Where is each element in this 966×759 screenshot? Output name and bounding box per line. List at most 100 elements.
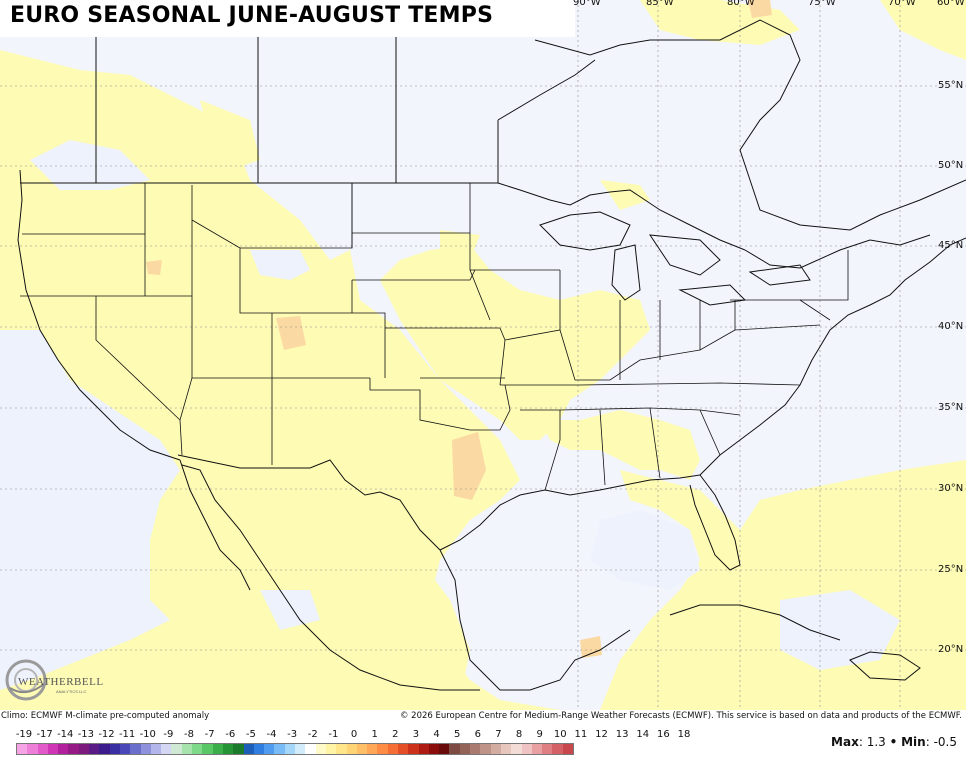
footer: Climo: ECMWF M-climate pre-computed anom… (0, 710, 966, 759)
warm-anomaly-spots (146, 0, 772, 658)
colorbar-swatch (367, 744, 378, 754)
colorbar-tick-label: 1 (371, 729, 378, 740)
colorbar-tick-label: -5 (245, 729, 256, 740)
map-canvas (0, 0, 966, 710)
lon-label-60w: 60°W (937, 0, 965, 8)
colorbar-tick-label: -7 (204, 729, 215, 740)
colorbar-swatch (315, 744, 326, 754)
colorbar-swatch (181, 744, 193, 754)
colorbar-tick-label: 5 (453, 729, 461, 740)
colorbar-tick-label: 14 (636, 729, 650, 740)
lon-label-85w: 85°W (646, 0, 674, 8)
colorbar-swatch (99, 744, 110, 754)
colorbar-swatch (295, 744, 306, 754)
colorbar-tick-label: 6 (474, 729, 481, 740)
anomaly-map: EURO SEASONAL JUNE-AUGUST TEMPS 90°W 85°… (0, 0, 966, 710)
colorbar-swatch (500, 744, 512, 754)
lat-label-20n: 20°N (938, 644, 964, 655)
lon-label-75w: 75°W (808, 0, 836, 8)
colorbar-swatch (377, 744, 388, 754)
colorbar-tick-label: 9 (536, 729, 543, 740)
min-label: Min (901, 735, 926, 749)
colorbar-tick-label: -11 (118, 729, 136, 740)
colorbar-swatch (171, 744, 182, 754)
colorbar-tick-label: -3 (287, 729, 298, 740)
colorbar-swatch (17, 744, 28, 754)
lon-label-70w: 70°W (888, 0, 916, 8)
colorbar-swatch (470, 744, 481, 754)
colorbar-tick-label: 13 (615, 729, 629, 740)
colorbar-swatch (459, 744, 471, 754)
colorbar-swatch (346, 744, 357, 754)
lat-label-30n: 30°N (938, 483, 964, 494)
separator: • (889, 735, 898, 749)
colorbar-tick-label: -10 (139, 729, 156, 740)
lat-label-55n: 55°N (938, 80, 964, 91)
lat-lon-grid (0, 0, 966, 710)
colorbar-tick-label: -9 (163, 729, 174, 740)
colorbar-swatch (521, 744, 532, 754)
colorbar-swatch (119, 744, 131, 754)
map-title: EURO SEASONAL JUNE-AUGUST TEMPS (10, 3, 494, 28)
colorbar-tick-label: -6 (225, 729, 236, 740)
colorbar-ticks: -19 -17 -14 -13 -12 -11 -10 -9 -8 -7 -6 -5 -4 -3 -2 -1 0… (16, 729, 692, 741)
colorbar-swatch (161, 744, 172, 754)
climo-note: Climo: ECMWF M-climate pre-computed anom… (1, 711, 210, 721)
swirl-icon (5, 659, 47, 701)
lat-label-35n: 35°N (938, 402, 964, 413)
colorbar-swatch (356, 744, 368, 754)
colorbar-swatch (449, 744, 460, 754)
colorbar-tick-label: -1 (328, 729, 339, 740)
lon-label-90w: 90°W (573, 0, 601, 8)
colorbar-tick-label: -4 (266, 729, 277, 740)
lat-label-45n: 45°N (938, 240, 964, 251)
colorbar-swatch (192, 744, 203, 754)
colorbar-tick-label: 7 (495, 729, 502, 740)
geographic-boundaries (17, 19, 966, 691)
colorbar-swatch (130, 744, 141, 754)
colorbar-swatch (140, 744, 151, 754)
colorbar-swatch (68, 744, 79, 754)
colorbar-tick-label: -8 (184, 729, 194, 740)
min-value: -0.5 (933, 735, 957, 749)
colorbar-swatch (109, 744, 120, 754)
colorbar-swatch (490, 744, 501, 754)
colorbar-swatch (284, 744, 296, 754)
colorbar-swatch (58, 744, 69, 754)
logo-text: WEATHERBELL (18, 676, 104, 688)
colorbar-swatch (428, 744, 440, 754)
colorbar-swatch (27, 744, 38, 754)
colorbar-swatch (264, 744, 275, 754)
colorbar-swatch (562, 744, 574, 754)
lat-label-40n: 40°N (938, 321, 964, 332)
colorbar-swatch (47, 744, 59, 754)
colorbar-swatch (305, 744, 316, 754)
lat-label-50n: 50°N (938, 160, 964, 171)
colorbar-swatch (552, 744, 563, 754)
colorbar-tick-label: -2 (307, 729, 318, 740)
colorbar-swatch (531, 744, 543, 754)
title-box: EURO SEASONAL JUNE-AUGUST TEMPS (0, 0, 575, 37)
lon-label-80w: 80°W (727, 0, 755, 8)
colorbar-tick-label: 11 (574, 729, 588, 740)
colorbar-swatch (233, 744, 244, 754)
colorbar-swatch (418, 744, 429, 754)
colorbar-tick-label: -19 (15, 729, 33, 740)
colorbar-swatch (243, 744, 254, 754)
colorbar-tick-label: 16 (657, 729, 670, 740)
colorbar-swatch (325, 744, 337, 754)
colorbar-swatch (222, 744, 234, 754)
colorbar-tick-label: 2 (392, 729, 399, 740)
max-min-stats: Max: 1.3 • Min: -0.5 (831, 735, 957, 749)
colorbar-tick-label: 3 (412, 729, 420, 740)
colorbar-swatch (274, 744, 285, 754)
colorbar-tick-label: -17 (36, 729, 53, 740)
colorbar-swatch (439, 744, 450, 754)
colorbar-tick-label: 12 (595, 729, 608, 740)
colorbar-swatch (542, 744, 553, 754)
colorbar-tick-label: -14 (57, 729, 74, 740)
colorbar-swatch (387, 744, 398, 754)
colorbar-tick-label: 4 (433, 729, 440, 740)
lat-label-25n: 25°N (938, 564, 964, 575)
copyright-note: © 2026 European Centre for Medium-Range … (399, 711, 962, 721)
